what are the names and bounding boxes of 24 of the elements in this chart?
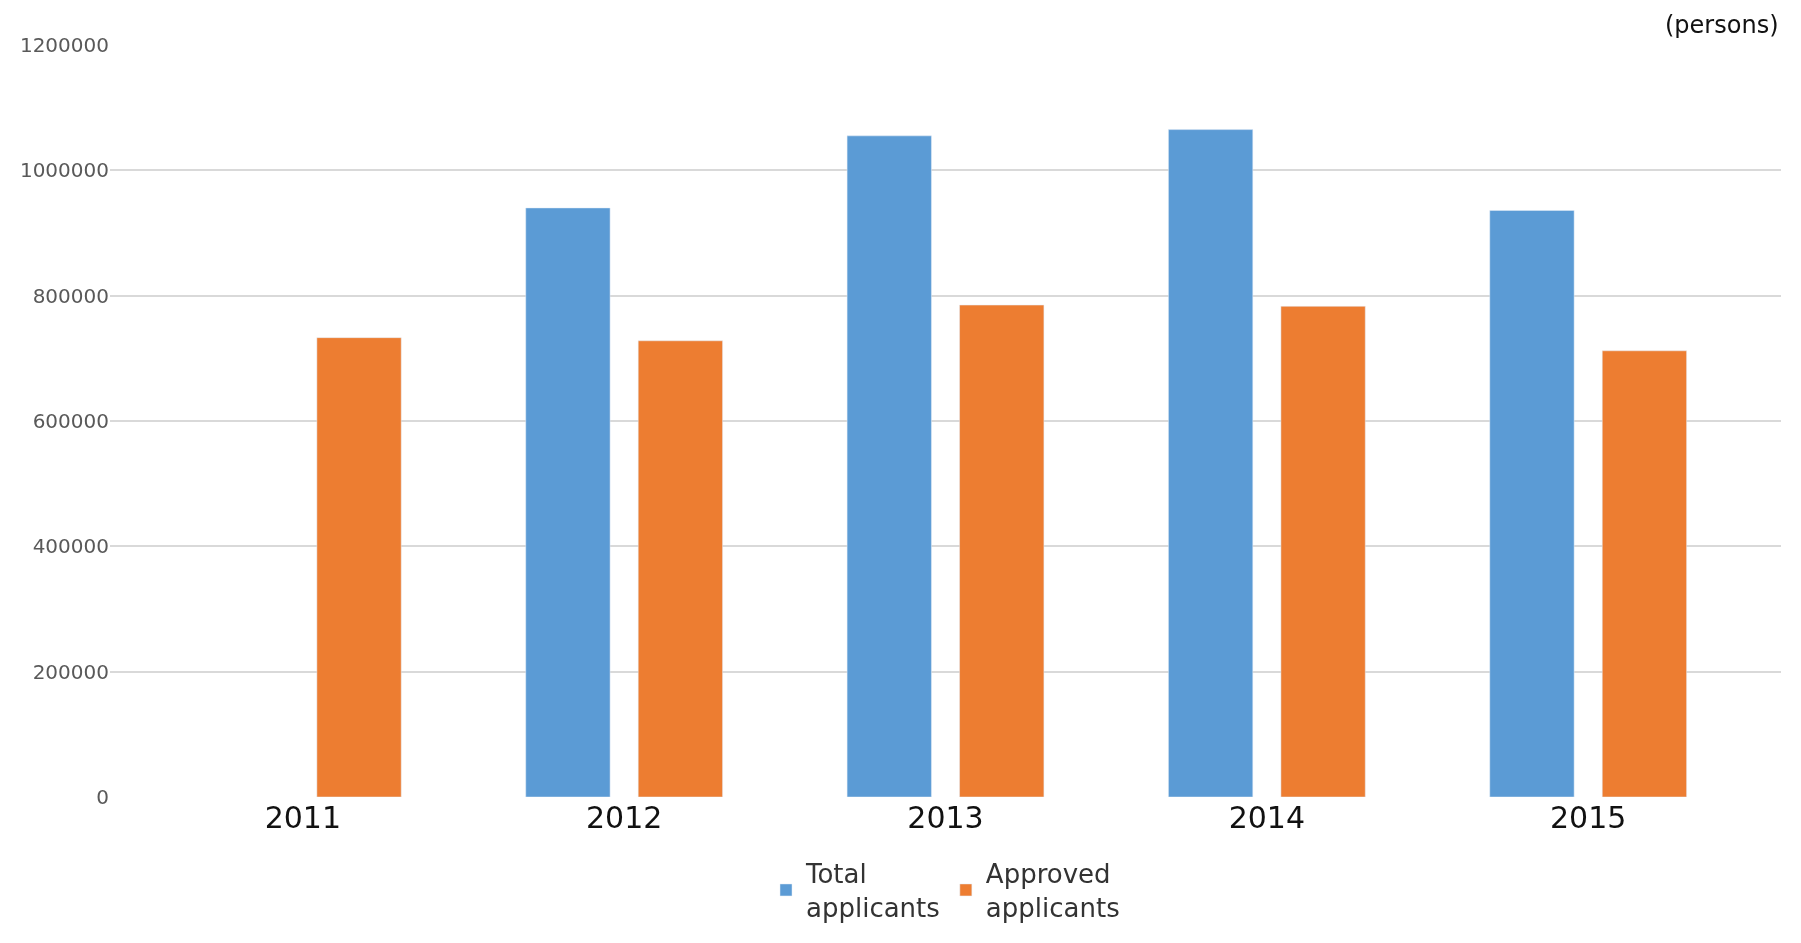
x-tick-label: 2012 — [585, 800, 663, 835]
bar — [959, 304, 1045, 797]
x-tick-label: 2011 — [264, 800, 341, 835]
text: (persons) — [1665, 11, 1779, 39]
bar — [1489, 210, 1575, 797]
bar — [637, 340, 723, 797]
y-tick-label: 800000 — [32, 283, 109, 308]
x-tick-label: 2015 — [1550, 800, 1627, 835]
legend-label: Approved applicants — [985, 859, 1120, 923]
x-tick-label: 2014 — [1228, 800, 1306, 835]
bar — [525, 207, 611, 797]
legend-label: Total applicants — [805, 859, 940, 923]
y-tick-label: 1200000 — [19, 33, 109, 57]
y-tick-label: 600000 — [32, 409, 109, 433]
y-tick-label: 200000 — [32, 659, 109, 684]
bar — [1602, 350, 1687, 797]
bar — [316, 337, 402, 797]
y-tick-label: 1000000 — [19, 158, 109, 183]
bar — [1168, 129, 1254, 797]
bar — [1280, 306, 1366, 797]
bar — [846, 135, 932, 797]
x-tick-label: 2013 — [907, 800, 984, 835]
y-tick-label: 0 — [96, 785, 109, 809]
y-tick-label: 400000 — [32, 534, 109, 559]
